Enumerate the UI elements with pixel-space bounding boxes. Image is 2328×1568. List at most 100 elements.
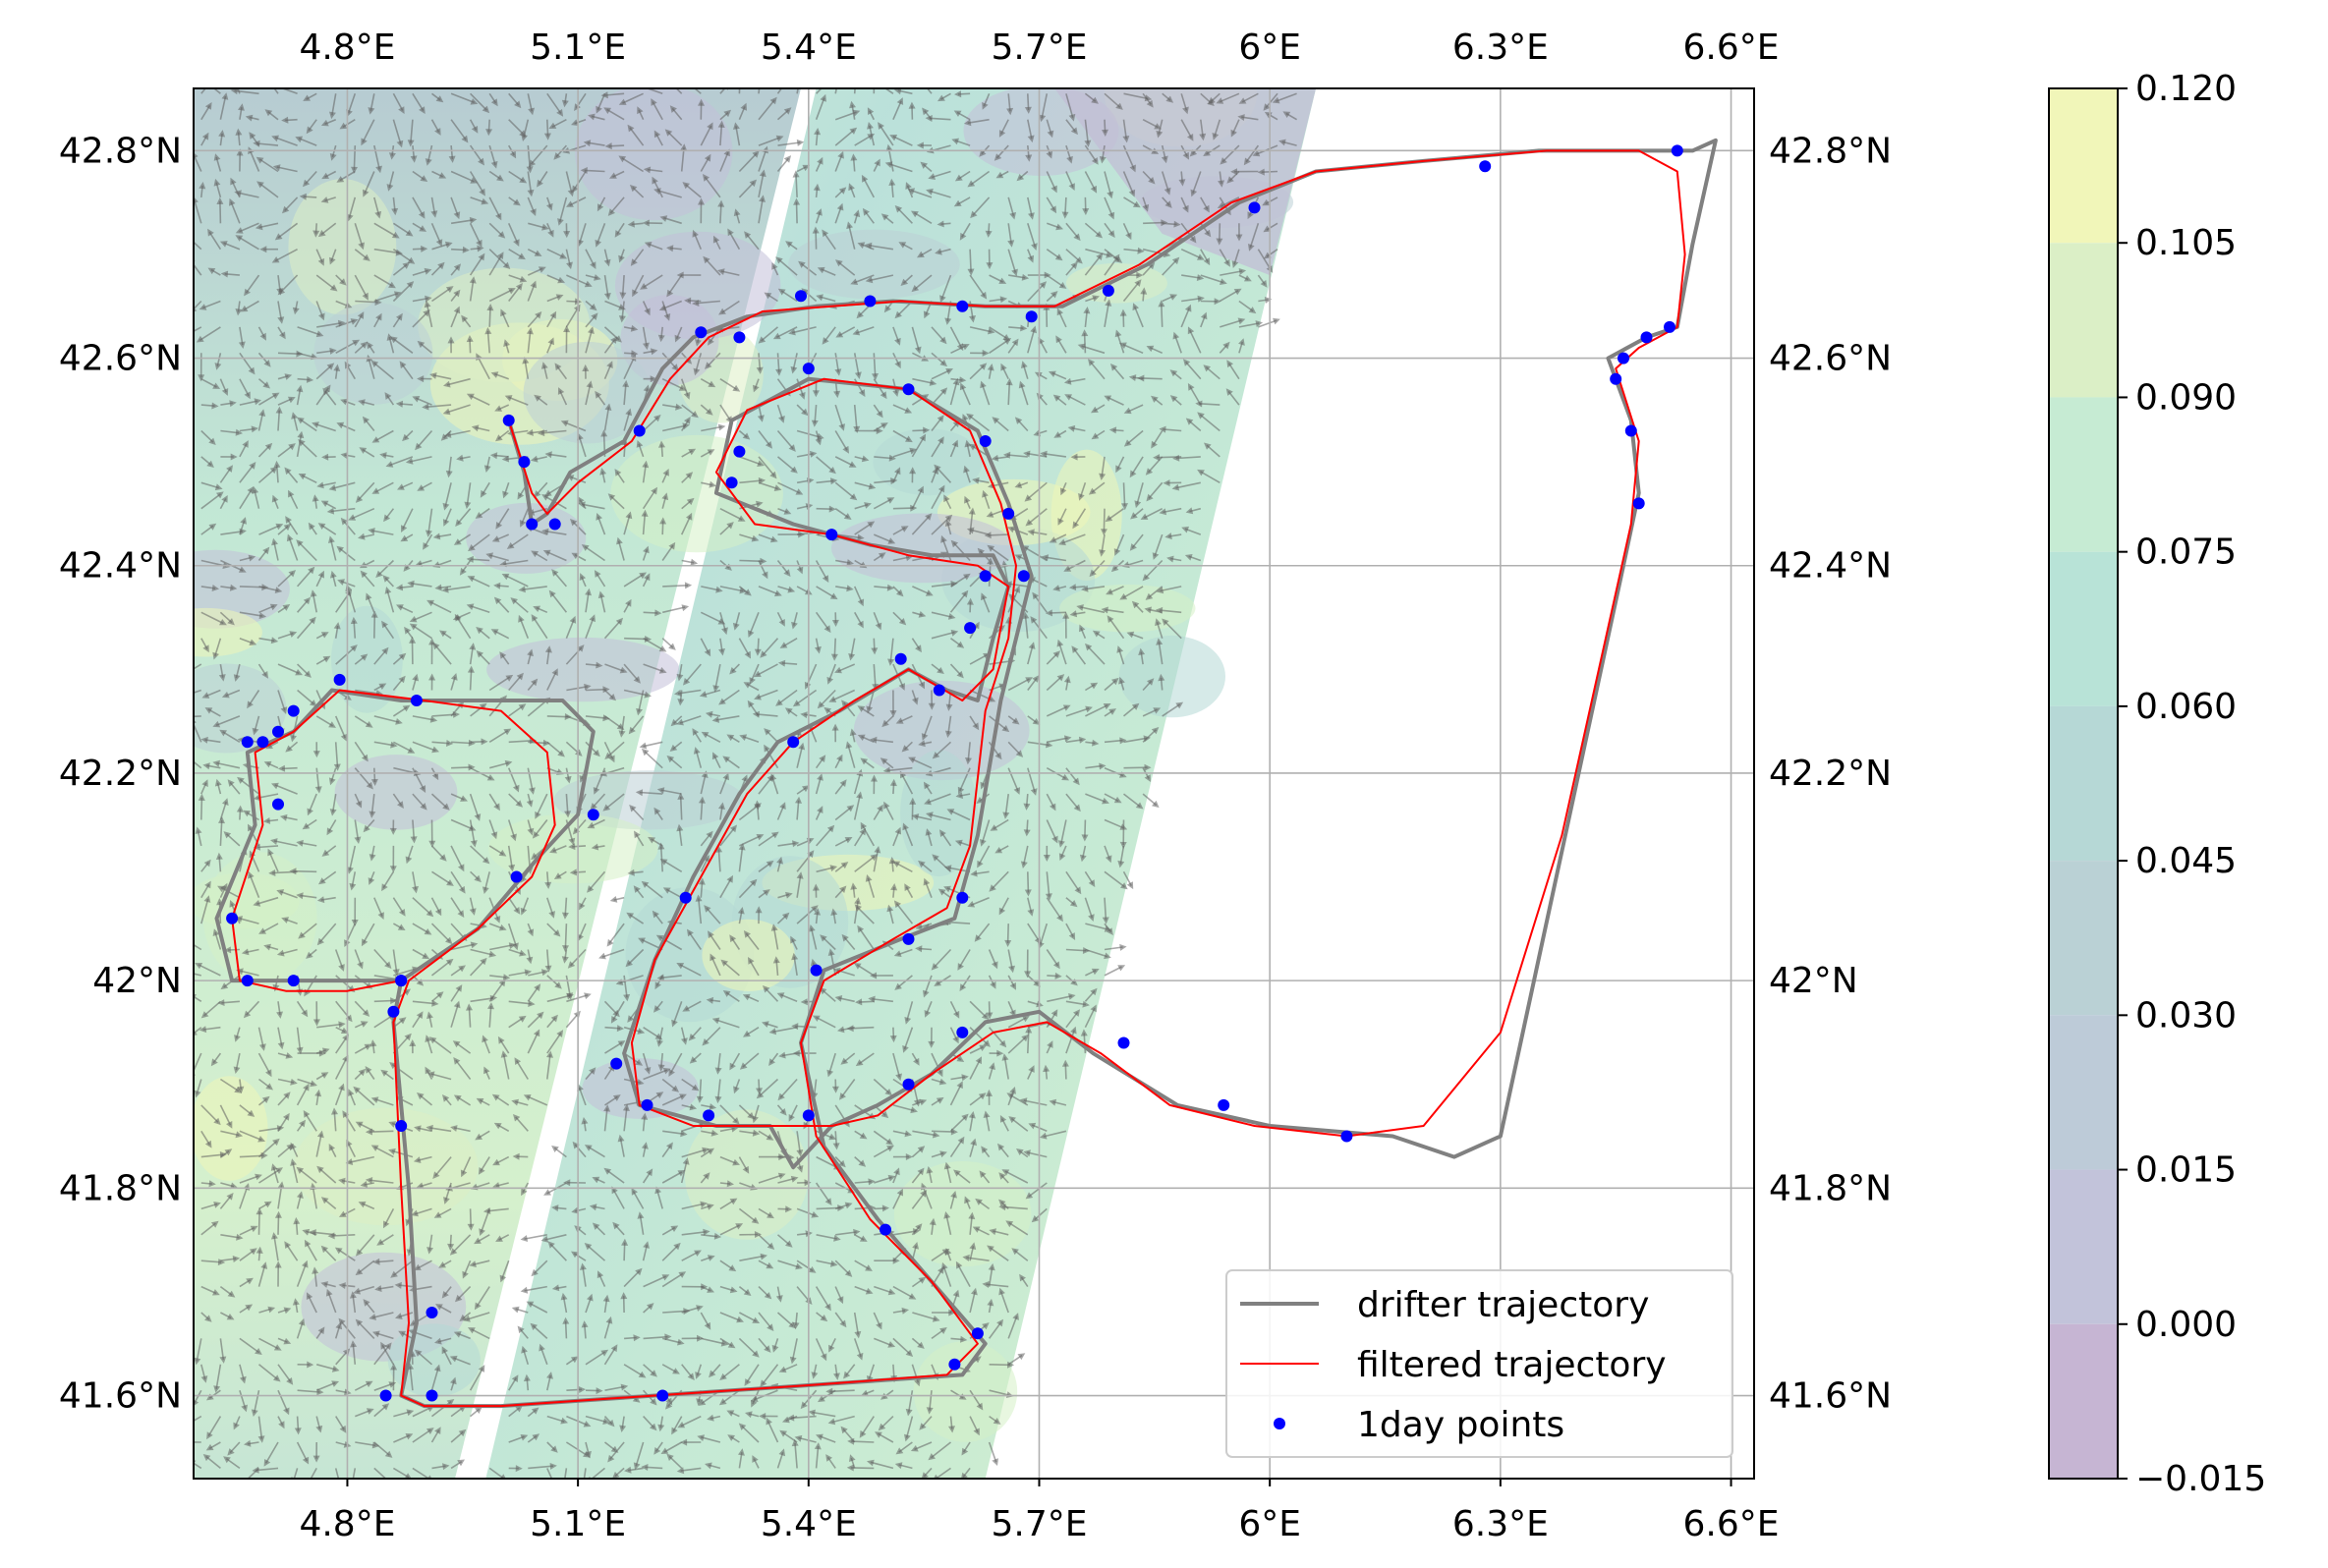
arrow-head <box>760 1379 767 1387</box>
velocity-arrow-279 <box>853 1312 862 1339</box>
velocity-arrow-327 <box>988 1262 995 1287</box>
arrow-shaft <box>680 1467 702 1472</box>
velocity-arrow-399 <box>719 1223 744 1236</box>
arrow-shaft <box>802 1389 818 1407</box>
arrow-head <box>968 1211 976 1220</box>
arrow-head <box>914 1378 921 1387</box>
arrow-head <box>186 713 193 720</box>
velocity-arrow-193 <box>811 1364 819 1379</box>
velocity-arrow-90 <box>373 1403 390 1418</box>
arrow-head <box>374 1285 382 1292</box>
velocity-arrow-29 <box>752 1455 760 1469</box>
arrow-head <box>602 1418 610 1425</box>
velocity-arrow-306 <box>580 1262 587 1287</box>
arrow-head <box>356 1249 364 1257</box>
velocity-arrow-433 <box>551 1204 567 1212</box>
velocity-arrow-118 <box>919 1416 933 1430</box>
arrow-head <box>932 1315 940 1322</box>
arrow-head <box>766 1417 772 1426</box>
arrow-shaft <box>850 1467 875 1470</box>
arrow-head <box>919 1423 927 1430</box>
arrow-head <box>467 1223 475 1231</box>
arrow-head <box>449 1248 458 1256</box>
arrow-head <box>687 1372 695 1380</box>
velocity-arrow-101 <box>603 1416 615 1428</box>
velocity-arrow-322 <box>892 1285 917 1300</box>
arrow-shaft <box>721 1389 740 1404</box>
arrow-head <box>975 1198 983 1205</box>
velocity-arrow-342 <box>414 1260 432 1271</box>
velocity-arrow-38 <box>921 1467 933 1479</box>
arrow-head <box>987 1245 994 1253</box>
velocity-arrow-206 <box>239 1337 262 1355</box>
arrow-head <box>274 1210 282 1218</box>
arrow-head <box>246 1277 254 1285</box>
arrow-shaft <box>297 1389 320 1393</box>
arrow-head <box>520 1434 529 1441</box>
arrow-shaft <box>585 688 606 692</box>
arrow-head <box>183 938 191 945</box>
arrow-head <box>433 1364 441 1372</box>
arrow-head <box>775 1295 783 1303</box>
velocity-arrow-454 <box>964 1196 971 1209</box>
arrow-head <box>676 1467 685 1475</box>
arrow-head <box>342 1348 351 1356</box>
velocity-arrow-395 <box>637 1211 645 1235</box>
arrow-head <box>789 1356 797 1365</box>
velocity-arrow-447 <box>834 1202 853 1210</box>
arrow-head <box>182 969 190 976</box>
velocity-arrow-100 <box>585 1415 610 1425</box>
velocity-arrow-419 <box>258 1201 272 1210</box>
velocity-arrow-80 <box>988 1441 998 1466</box>
velocity-arrow-120 <box>969 1416 980 1436</box>
arrow-shaft <box>476 1286 490 1308</box>
arrow-head <box>530 1322 538 1330</box>
velocity-arrow-301 <box>441 1286 452 1299</box>
arrow-shaft <box>661 1245 679 1261</box>
arrow-head <box>517 1325 525 1334</box>
arrow-head <box>376 1239 384 1246</box>
arrow-head <box>560 1292 568 1301</box>
arrow-head <box>785 1205 793 1213</box>
arrow-head <box>309 1229 316 1237</box>
arrow-head <box>771 1344 779 1353</box>
arrow-head <box>349 1484 356 1492</box>
arrow-shaft <box>293 869 317 873</box>
arrow-shaft <box>264 1441 279 1464</box>
arrow-head <box>240 1375 247 1384</box>
velocity-arrow-175 <box>414 1349 433 1366</box>
arrow-head <box>1017 1353 1026 1361</box>
velocity-arrow-311 <box>681 1283 709 1291</box>
arrow-head <box>690 558 699 566</box>
arrow-head <box>250 1248 257 1256</box>
arrow-shaft <box>914 1441 933 1451</box>
velocity-arrow-186 <box>681 1364 695 1380</box>
arrow-shaft <box>273 1235 279 1261</box>
velocity-arrow-411 <box>943 1211 952 1235</box>
arrow-head <box>988 1262 995 1271</box>
arrow-head <box>515 1465 523 1473</box>
arrow-shaft <box>488 1467 505 1479</box>
velocity-arrow-321 <box>874 1285 896 1296</box>
velocity-arrow-235 <box>815 1338 827 1362</box>
velocity-arrow-164 <box>213 1364 222 1393</box>
velocity-arrow-83 <box>233 1416 241 1430</box>
velocity-arrow-429 <box>433 1207 452 1218</box>
velocity-arrow-334 <box>271 1232 279 1261</box>
arrow-shaft <box>796 1286 811 1303</box>
arrow-head <box>684 582 693 589</box>
arrow-shaft <box>471 1328 490 1340</box>
arrow-head <box>526 1301 535 1308</box>
velocity-arrow-139 <box>546 1372 553 1391</box>
arrow-shaft <box>357 1234 375 1255</box>
ssh-patch-28 <box>194 607 262 657</box>
arrow-head <box>532 1433 540 1441</box>
velocity-arrow-26 <box>676 1467 702 1475</box>
arrow-head <box>609 896 618 903</box>
velocity-arrow-187 <box>695 1364 703 1379</box>
arrow-head <box>232 1256 241 1262</box>
velocity-arrow-246 <box>200 1312 212 1322</box>
arrow-head <box>236 1233 244 1241</box>
arrow-shaft <box>587 1245 606 1261</box>
velocity-arrow-297 <box>353 1285 375 1295</box>
